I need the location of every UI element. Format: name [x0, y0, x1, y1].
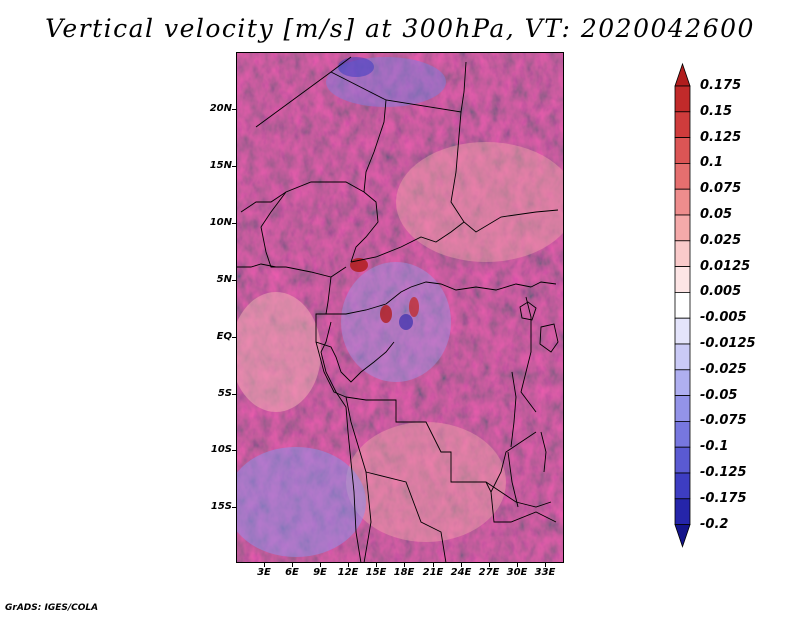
- colorbar-segment: [674, 343, 691, 371]
- colorbar-label: -0.175: [700, 490, 747, 506]
- strong-updraft: [380, 305, 392, 323]
- colorbar-segment: [674, 163, 691, 190]
- lon-label-33e: 33E: [534, 567, 556, 578]
- colorbar-segment: [674, 111, 691, 138]
- lat-label-eq: EQ: [216, 331, 232, 342]
- map-title: Vertical velocity [m/s] at 300hPa, VT: 2…: [45, 14, 755, 43]
- lon-tick: [292, 563, 293, 567]
- lat-tick: [232, 394, 236, 395]
- lon-label-12e: 12E: [337, 567, 359, 578]
- colorbar-segment: [674, 395, 691, 422]
- colorbar-segment: [674, 266, 691, 293]
- lat-tick: [232, 507, 236, 508]
- colorbar-label: 0.125: [700, 129, 742, 145]
- lon-tick: [461, 563, 462, 567]
- colorbar-segment: [674, 240, 691, 268]
- colorbar-label: 0.075: [700, 181, 742, 197]
- colorbar-label: 0.05: [700, 207, 733, 222]
- lon-label-9e: 9E: [313, 567, 327, 578]
- lon-tick: [320, 563, 321, 567]
- map-frame: [236, 52, 564, 563]
- vertical-velocity-map: [236, 52, 564, 563]
- strong-downdraft: [399, 314, 413, 330]
- colorbar: [674, 62, 691, 548]
- colorbar-label: 0.025: [700, 232, 742, 248]
- lat-tick: [232, 166, 236, 167]
- lon-tick: [517, 563, 518, 567]
- lon-tick: [348, 563, 349, 567]
- lat-label-5n: 5N: [216, 274, 232, 285]
- colorbar-label: -0.1: [700, 439, 729, 455]
- coastline: [236, 263, 362, 563]
- cold-region-southwest: [236, 447, 366, 557]
- colorbar-segment: [674, 317, 691, 345]
- colorbar-label: -0.05: [700, 387, 738, 403]
- strong-downdraft: [338, 57, 374, 77]
- lakes: [507, 301, 559, 508]
- colorbar-label: -0.0125: [700, 336, 756, 351]
- lon-label-24e: 24E: [450, 567, 472, 578]
- warm-region-north: [396, 142, 564, 262]
- lon-label-21e: 21E: [422, 567, 444, 578]
- cold-region-central: [341, 262, 451, 382]
- colorbar-segment: [674, 188, 691, 216]
- colorbar-segment: [674, 85, 691, 113]
- colorbar-label: 0.175: [700, 78, 742, 93]
- colorbar-segment: [674, 446, 691, 474]
- lat-tick: [232, 223, 236, 224]
- lon-label-15e: 15E: [365, 567, 387, 578]
- lat-label-10n: 10N: [209, 217, 232, 228]
- lon-tick: [264, 563, 265, 567]
- lat-tick: [232, 109, 236, 110]
- grads-credit: GrADS: IGES/COLA: [5, 603, 99, 613]
- colorbar-arrow-bottom: [674, 524, 691, 548]
- lon-tick: [545, 563, 546, 567]
- warm-region-south: [346, 422, 506, 542]
- colorbar-label: 0.1: [700, 155, 724, 171]
- lon-label-6e: 6E: [285, 567, 299, 578]
- warm-region-west: [236, 292, 321, 412]
- lon-label-3e: 3E: [257, 567, 271, 578]
- lat-label-10s: 10S: [210, 444, 232, 455]
- colorbar-segment: [674, 291, 691, 319]
- colorbar-segment: [674, 369, 691, 396]
- lon-tick: [404, 563, 405, 567]
- lat-tick: [232, 280, 236, 281]
- lon-tick: [489, 563, 490, 567]
- lat-tick: [232, 337, 236, 338]
- lon-label-27e: 27E: [478, 567, 500, 578]
- colorbar-segment: [674, 137, 691, 164]
- colorbar-label: 0.15: [700, 103, 733, 119]
- lon-tick: [433, 563, 434, 567]
- colorbar-label: -0.2: [700, 516, 729, 532]
- colorbar-segment: [674, 420, 691, 448]
- strong-updraft: [409, 297, 419, 317]
- colorbar-label: -0.025: [700, 361, 747, 377]
- colorbar-segment: [674, 498, 691, 525]
- colorbar-label: -0.075: [700, 413, 747, 429]
- colorbar-label: -0.005: [700, 310, 747, 326]
- lat-label-15n: 15N: [209, 160, 232, 171]
- lat-label-15s: 15S: [210, 501, 232, 512]
- country-borders: [240, 56, 559, 563]
- colorbar-segment: [674, 472, 691, 500]
- lon-tick: [376, 563, 377, 567]
- lon-label-18e: 18E: [393, 567, 415, 578]
- colorbar-arrow-top: [674, 62, 691, 87]
- colorbar-label: -0.125: [700, 465, 747, 480]
- lat-tick: [232, 450, 236, 451]
- colorbar-label: 0.0125: [700, 258, 751, 274]
- colorbar-label: 0.005: [700, 284, 742, 300]
- colorbar-segment: [674, 214, 691, 242]
- lon-label-30e: 30E: [506, 567, 528, 578]
- lat-label-20n: 20N: [209, 103, 232, 114]
- lat-label-5s: 5S: [217, 388, 232, 399]
